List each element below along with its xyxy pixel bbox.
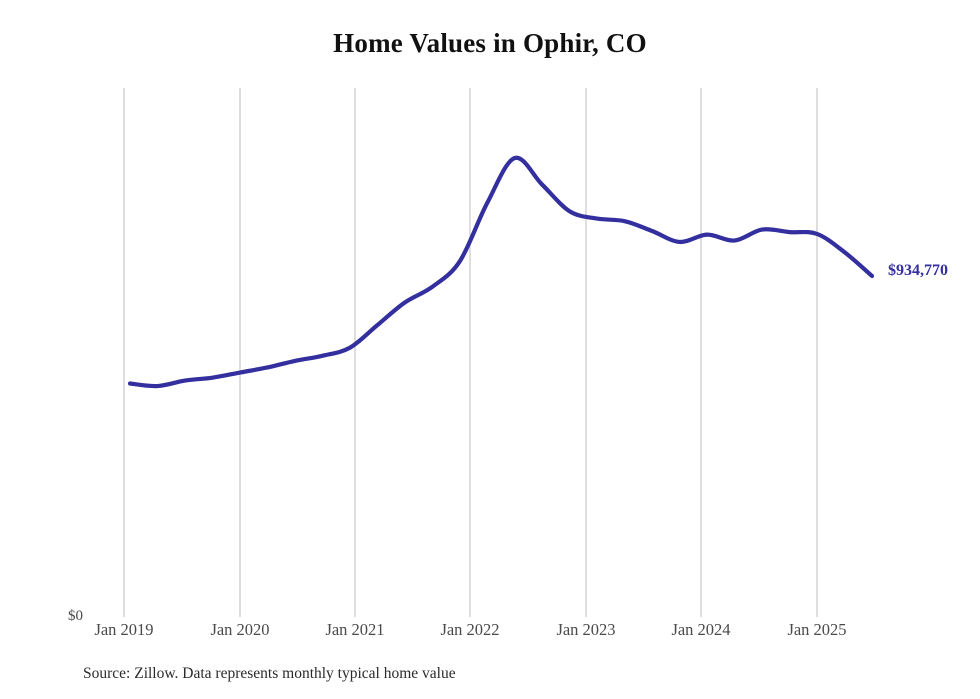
x-tick-label-4: Jan 2023 [556,620,616,639]
x-tick-label-5: Jan 2024 [671,620,731,639]
x-tick-label-3: Jan 2022 [440,620,500,639]
x-tick-label-1: Jan 2020 [210,620,270,639]
x-tick-label-0: Jan 2019 [94,620,154,639]
series-lines [127,155,875,389]
y-axis-zero-tick-label: $0 [68,608,83,624]
end-value-annotation: $934,770 [888,261,948,279]
gridlines [123,88,818,617]
series-line-typical-home-value [127,155,875,389]
chart-title: Home Values in Ophir, CO [333,28,647,58]
x-tick-label-6: Jan 2025 [787,620,847,639]
source-note: Source: Zillow. Data represents monthly … [83,665,456,682]
x-tick-label-2: Jan 2021 [325,620,385,639]
